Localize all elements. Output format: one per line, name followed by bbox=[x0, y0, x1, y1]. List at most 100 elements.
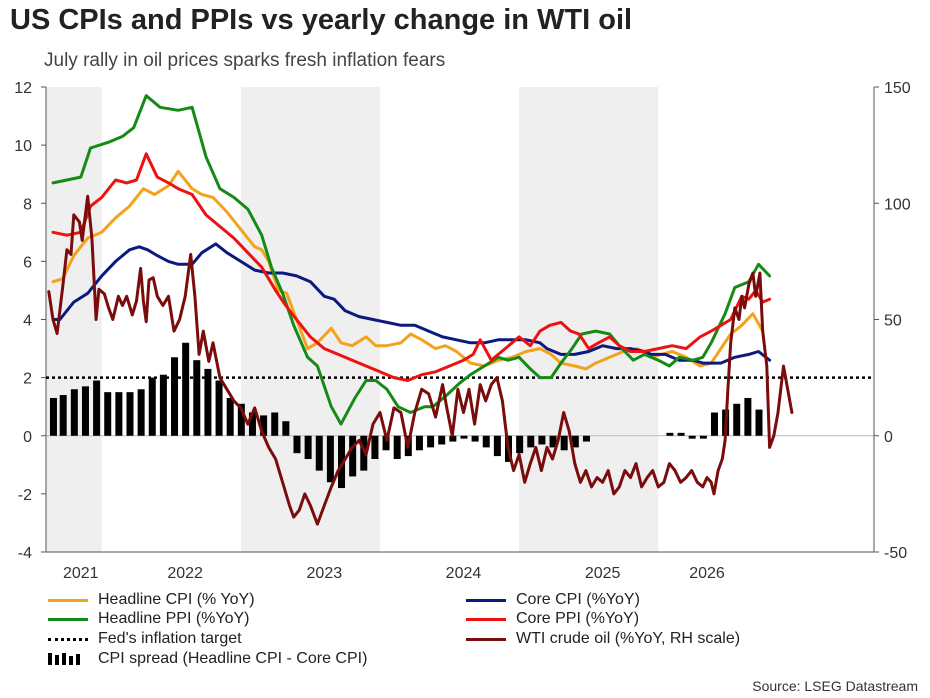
spread-bar bbox=[666, 432, 674, 436]
spread-bar bbox=[549, 435, 557, 448]
legend-label-wti: WTI crude oil (%YoY, RH scale) bbox=[516, 630, 741, 647]
spread-bar bbox=[171, 357, 179, 436]
spread-bar bbox=[560, 435, 568, 451]
legend-label-core-cpi: Core CPI (%YoY) bbox=[516, 591, 640, 608]
legend-core-cpi: Core CPI (%YoY) bbox=[466, 591, 640, 609]
y-left-tick-label: 12 bbox=[14, 80, 32, 97]
spread-bar bbox=[699, 435, 707, 439]
spread-bar bbox=[237, 403, 245, 436]
x-tick-label: 2023 bbox=[307, 565, 343, 582]
legend-label-headline-cpi: Headline CPI (% YoY) bbox=[98, 591, 255, 608]
spread-bar bbox=[226, 397, 234, 436]
source-note: Source: LSEG Datastream bbox=[752, 678, 918, 694]
spread-bar bbox=[315, 435, 323, 471]
legend-label-spread: CPI spread (Headline CPI - Core CPI) bbox=[98, 650, 368, 667]
spread-bar bbox=[393, 435, 401, 459]
spread-bar bbox=[382, 435, 390, 451]
spread-bar bbox=[688, 435, 696, 439]
spread-bar bbox=[744, 397, 752, 436]
spread-bar bbox=[282, 421, 290, 436]
spread-bar bbox=[193, 360, 201, 436]
x-tick-label: 2021 bbox=[63, 565, 99, 582]
spread-bar bbox=[710, 412, 718, 436]
spread-bar bbox=[293, 435, 301, 454]
legend-swatch-core-cpi bbox=[466, 598, 506, 602]
spread-bar bbox=[126, 392, 134, 436]
spread-bar bbox=[415, 435, 423, 451]
legend-label-headline-ppi: Headline PPI (%YoY) bbox=[98, 610, 250, 627]
legend-wti: WTI crude oil (%YoY, RH scale) bbox=[466, 630, 740, 648]
spread-bar bbox=[493, 435, 501, 457]
spread-bar bbox=[733, 403, 741, 436]
legend-spread: CPI spread (Headline CPI - Core CPI) bbox=[48, 650, 367, 668]
x-tick-label: 2024 bbox=[446, 565, 482, 582]
y-left-tick-label: 10 bbox=[14, 138, 32, 155]
legend-headline-cpi: Headline CPI (% YoY) bbox=[48, 591, 255, 609]
y-left-tick-label: 8 bbox=[23, 196, 32, 213]
spread-bar bbox=[59, 395, 67, 436]
spread-bar bbox=[460, 435, 468, 439]
core-ppi-line bbox=[51, 152, 772, 382]
spread-bar bbox=[755, 409, 763, 436]
spread-bar bbox=[260, 415, 268, 436]
y-left-tick-label: -4 bbox=[18, 545, 32, 562]
x-tick-label: 2022 bbox=[167, 565, 203, 582]
spread-bar bbox=[527, 435, 535, 448]
spread-bar bbox=[70, 389, 78, 436]
spread-bar bbox=[538, 435, 546, 445]
y-right-tick-label: 50 bbox=[884, 313, 902, 330]
legend-label-fed-target: Fed's inflation target bbox=[98, 630, 242, 647]
spread-bar bbox=[148, 377, 156, 436]
spread-bar bbox=[93, 380, 101, 436]
y-left-tick-label: 0 bbox=[23, 429, 32, 446]
legend-swatch-spread bbox=[48, 653, 88, 665]
spread-bar bbox=[449, 435, 457, 442]
legend-swatch-headline-cpi bbox=[48, 598, 88, 602]
spread-bar bbox=[137, 389, 145, 436]
legend-swatch-core-ppi bbox=[466, 617, 506, 621]
spread-bar bbox=[427, 435, 435, 448]
spread-bar bbox=[582, 435, 590, 442]
spread-bar bbox=[471, 435, 479, 442]
wti-line bbox=[47, 194, 794, 526]
legend-swatch-wti bbox=[466, 637, 506, 641]
legend-swatch-headline-ppi bbox=[48, 617, 88, 621]
legend-label-core-ppi: Core PPI (%YoY) bbox=[516, 610, 640, 627]
core-cpi-line bbox=[51, 242, 772, 365]
y-right-tick-label: 100 bbox=[884, 196, 911, 213]
chart-subtitle: July rally in oil prices sparks fresh in… bbox=[44, 50, 446, 71]
spread-bar bbox=[204, 368, 212, 436]
spread-bar bbox=[338, 435, 346, 489]
y-left-tick-label: 4 bbox=[23, 313, 32, 330]
y-right-tick-label: 0 bbox=[884, 429, 893, 446]
y-right-tick-label: 150 bbox=[884, 80, 911, 97]
spread-bar bbox=[81, 386, 89, 436]
spread-bar bbox=[516, 435, 524, 454]
y-right-tick-label: -50 bbox=[884, 545, 907, 562]
spread-bar bbox=[182, 342, 190, 436]
legend-core-ppi: Core PPI (%YoY) bbox=[466, 610, 639, 628]
headline-ppi-line bbox=[51, 94, 772, 426]
spread-bar bbox=[304, 435, 312, 459]
spread-bar bbox=[115, 392, 123, 436]
shaded-band-1 bbox=[240, 87, 380, 552]
spread-bar bbox=[104, 392, 112, 436]
spread-bar bbox=[159, 374, 167, 436]
spread-bar bbox=[326, 435, 334, 483]
chart-title: US CPIs and PPIs vs yearly change in WTI… bbox=[10, 4, 633, 36]
spread-bar bbox=[49, 397, 57, 436]
legend-headline-ppi: Headline PPI (%YoY) bbox=[48, 610, 250, 628]
y-left-tick-label: -2 bbox=[18, 487, 32, 504]
x-tick-label: 2025 bbox=[585, 565, 621, 582]
legend-fed-target: Fed's inflation target bbox=[48, 630, 242, 648]
spread-bar bbox=[360, 435, 368, 471]
spread-bar bbox=[371, 435, 379, 459]
spread-bar bbox=[248, 412, 256, 436]
spread-bar bbox=[571, 435, 579, 448]
spread-bar bbox=[482, 435, 490, 448]
spread-bar bbox=[438, 435, 446, 445]
y-left-tick-label: 2 bbox=[23, 371, 32, 388]
chart-canvas: -4 -2 0 2 4 6 8 10 12 -50 0 50 100 150 2021 2022 2023 202… bbox=[14, 80, 911, 582]
legend: Headline CPI (% YoY) Core CPI (%YoY) Hea… bbox=[0, 590, 930, 670]
y-left-tick-label: 6 bbox=[23, 254, 32, 271]
